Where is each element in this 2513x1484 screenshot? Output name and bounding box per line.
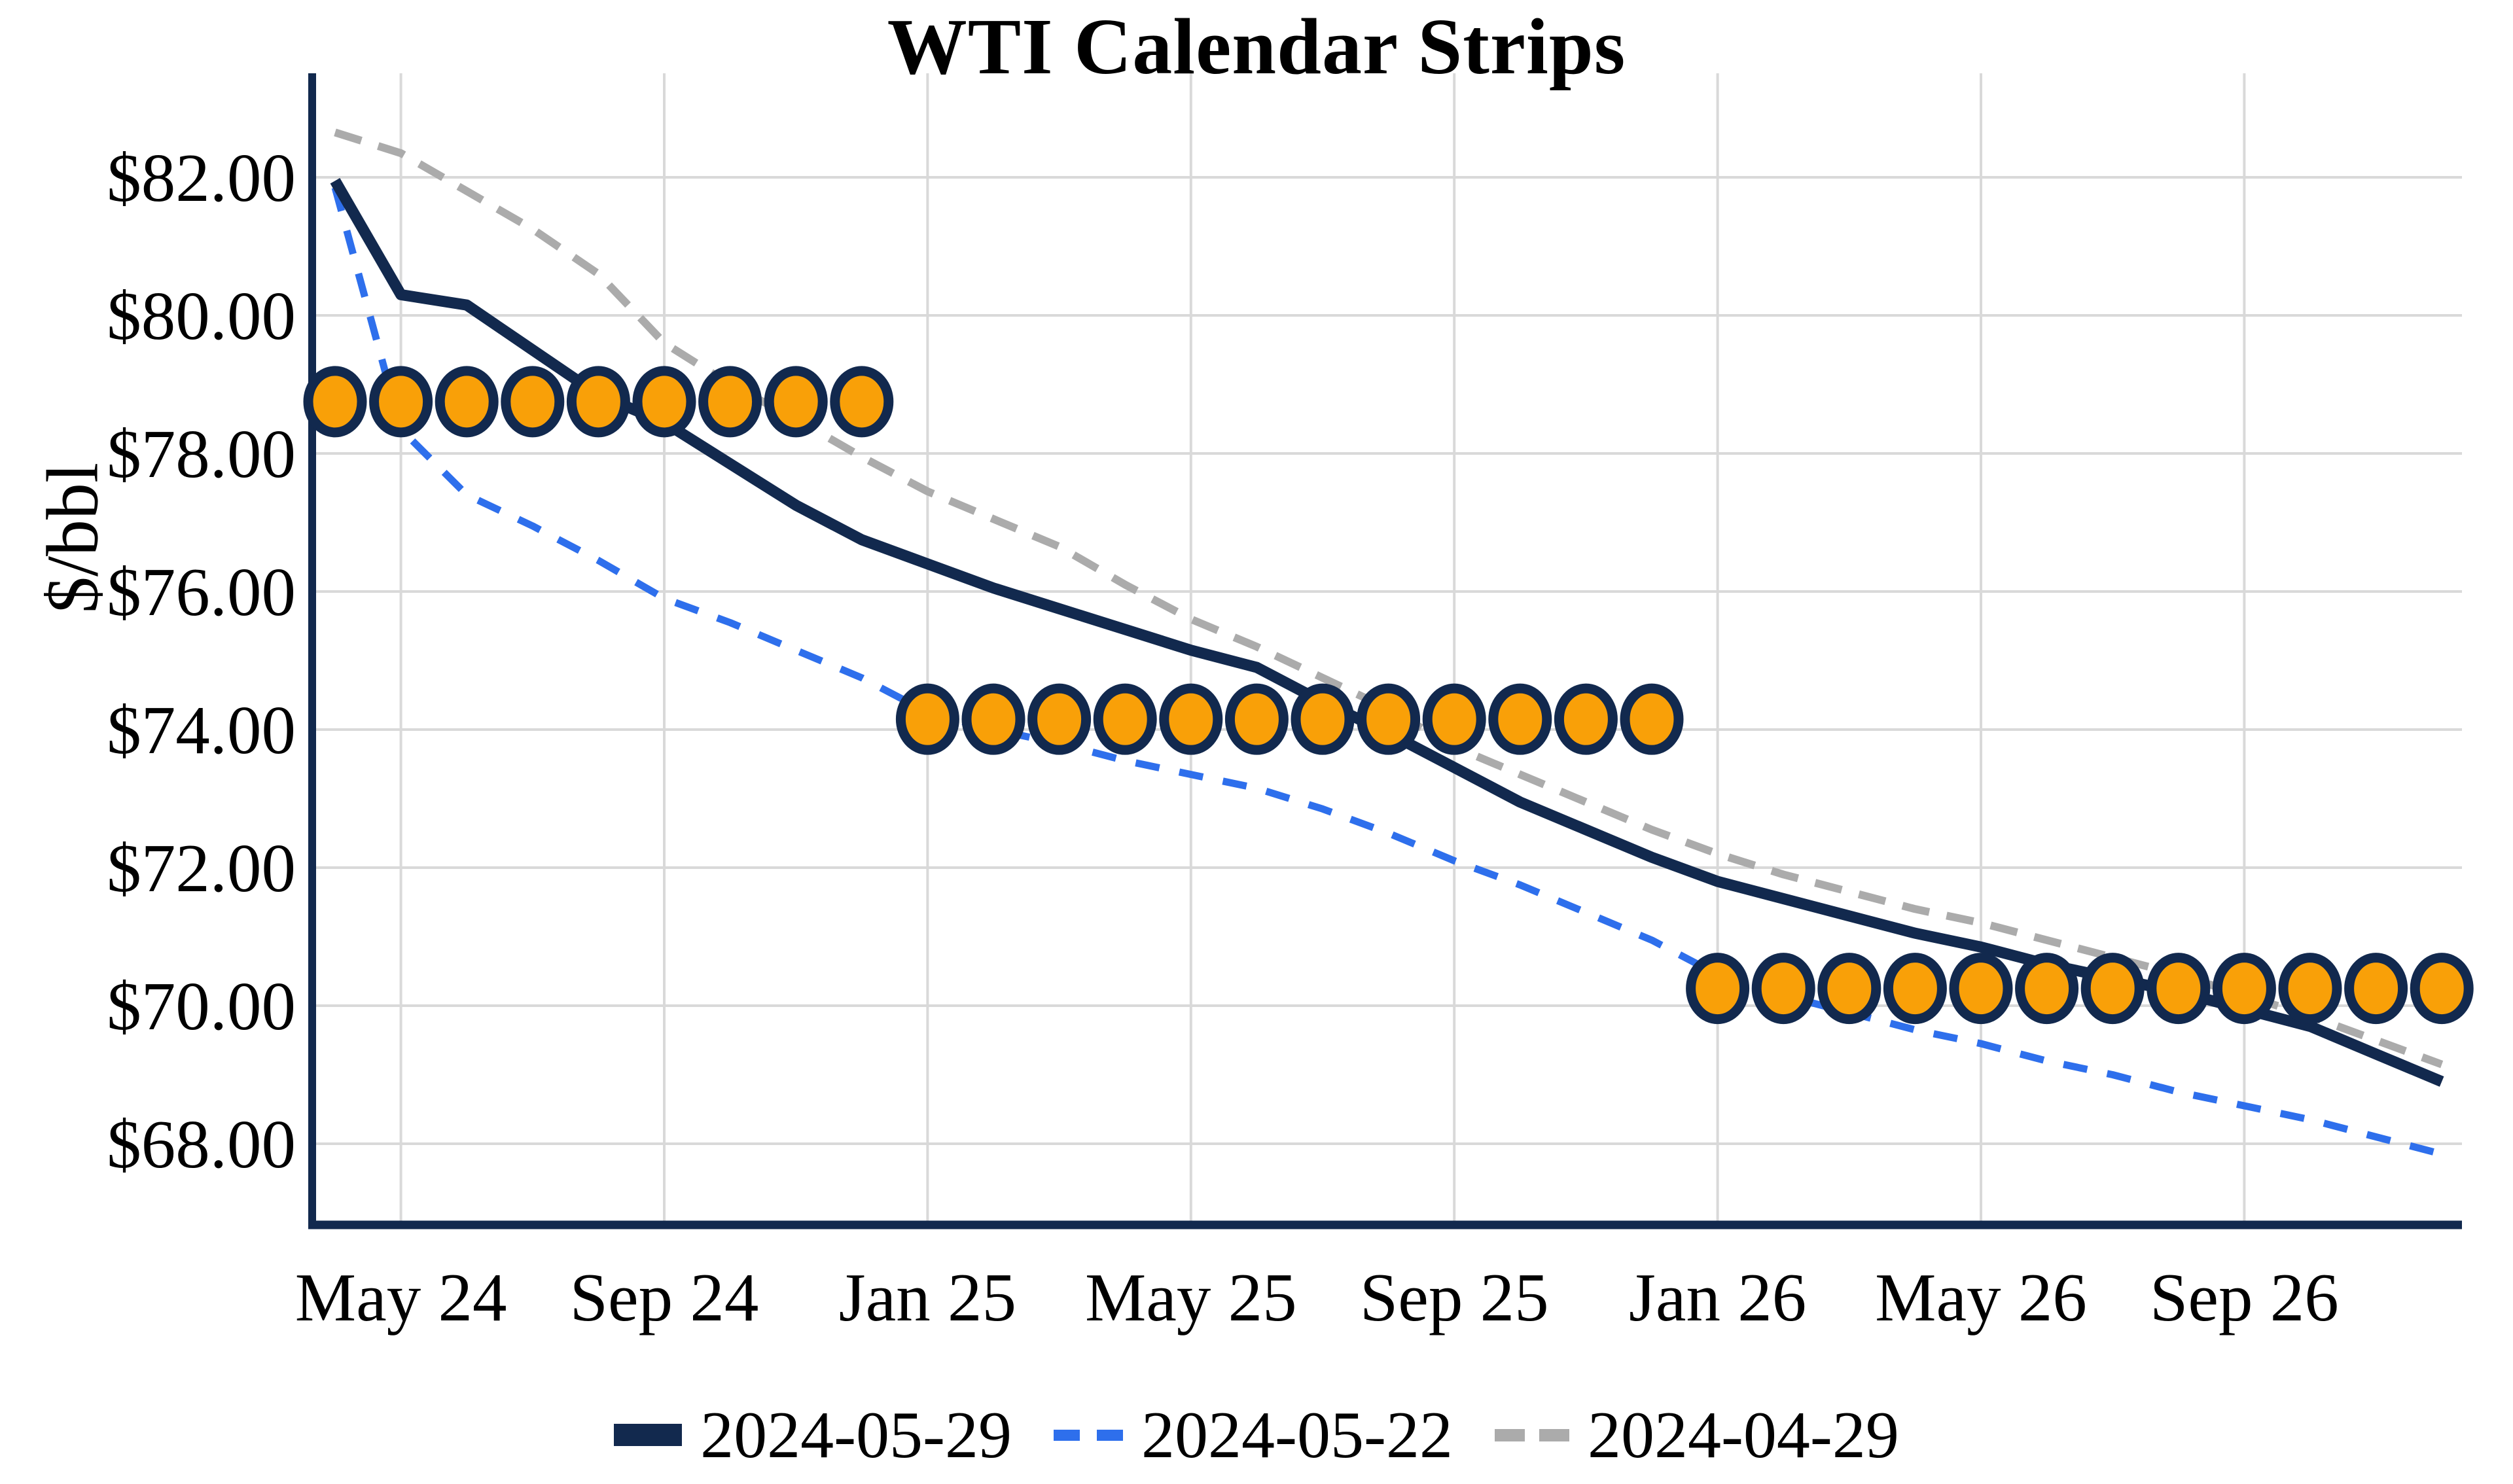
chart-title: WTI Calendar Strips [887,3,1626,91]
chart-legend: 2024-05-29 2024-05-22 2024-04-29 [0,1386,2513,1484]
calendar-strip-dot [2212,953,2276,1025]
calendar-strip-dot [895,683,959,755]
calendar-strip-dot [1357,683,1421,755]
calendar-strip-dot [1422,683,1486,755]
x-tick-label: May 26 [1875,1259,2087,1335]
legend-gray-dash-swatch [1494,1428,1569,1441]
calendar-strip-dot [1817,953,1881,1025]
calendar-strip-dot [2344,953,2408,1025]
calendar-strip-dot [1093,683,1157,755]
calendar-strip-dot [2278,953,2342,1025]
legend-label: 2024-05-22 [1141,1398,1453,1472]
series-line-2024-05-22 [331,186,2443,1158]
calendar-strip-dot [1291,683,1355,755]
calendar-strip-dot [2410,953,2474,1025]
calendar-strip-dot [764,366,828,438]
calendar-strip-dot [501,366,565,438]
calendar-strip-dot [566,366,630,438]
calendar-strip-dot [1159,683,1223,755]
y-tick-label: $72.00 [107,830,296,906]
y-axis-title: $/bbl [32,462,114,614]
y-tick-label: $82.00 [107,139,296,216]
calendar-strip-dot [830,366,894,438]
calendar-strip-dot [1751,953,1815,1025]
calendar-strip-dot [1488,683,1552,755]
calendar-strip-dot [1620,683,1684,755]
x-tick-label: May 25 [1085,1259,1297,1335]
y-tick-label: $74.00 [107,692,296,768]
calendar-strip-dot [303,366,367,438]
calendar-strip-dot [1027,683,1092,755]
legend-label: 2024-04-29 [1587,1398,1899,1472]
calendar-strip-dot [2080,953,2145,1025]
legend-item-2024-05-29: 2024-05-29 [614,1397,1012,1474]
legend-solid-line-swatch [614,1424,683,1446]
legend-label: 2024-05-29 [700,1398,1012,1472]
calendar-strip-dot [1554,683,1618,755]
legend-blue-dash-swatch [1054,1429,1124,1441]
x-tick-label: Jan 26 [1629,1259,1806,1335]
x-tick-label: Sep 24 [570,1259,759,1335]
y-tick-label: $68.00 [107,1106,296,1182]
x-tick-label: May 24 [295,1259,507,1335]
calendar-strip-dot [1949,953,2013,1025]
calendar-strip-dot [2015,953,2079,1025]
calendar-strip-dot [632,366,696,438]
y-tick-label: $76.00 [107,554,296,630]
calendar-strip-dot [1686,953,1750,1025]
calendar-strip-dot [698,366,762,438]
series-line-2024-04-29 [334,128,2444,1069]
y-tick-label: $80.00 [107,277,296,354]
calendar-strip-dot [435,366,499,438]
x-tick-label: Sep 25 [1360,1259,1549,1335]
x-tick-label: Jan 25 [839,1259,1016,1335]
y-tick-label: $70.00 [107,968,296,1044]
y-tick-label: $78.00 [107,415,296,492]
calendar-strip-dot [369,366,433,438]
calendar-strip-dot [1224,683,1289,755]
calendar-strip-dot [1883,953,1947,1025]
x-tick-label: Sep 26 [2150,1259,2339,1335]
calendar-strip-dot [2147,953,2211,1025]
legend-item-2024-05-22: 2024-05-22 [1054,1397,1453,1474]
legend-item-2024-04-29: 2024-04-29 [1494,1397,1899,1474]
calendar-strip-dot [961,683,1025,755]
